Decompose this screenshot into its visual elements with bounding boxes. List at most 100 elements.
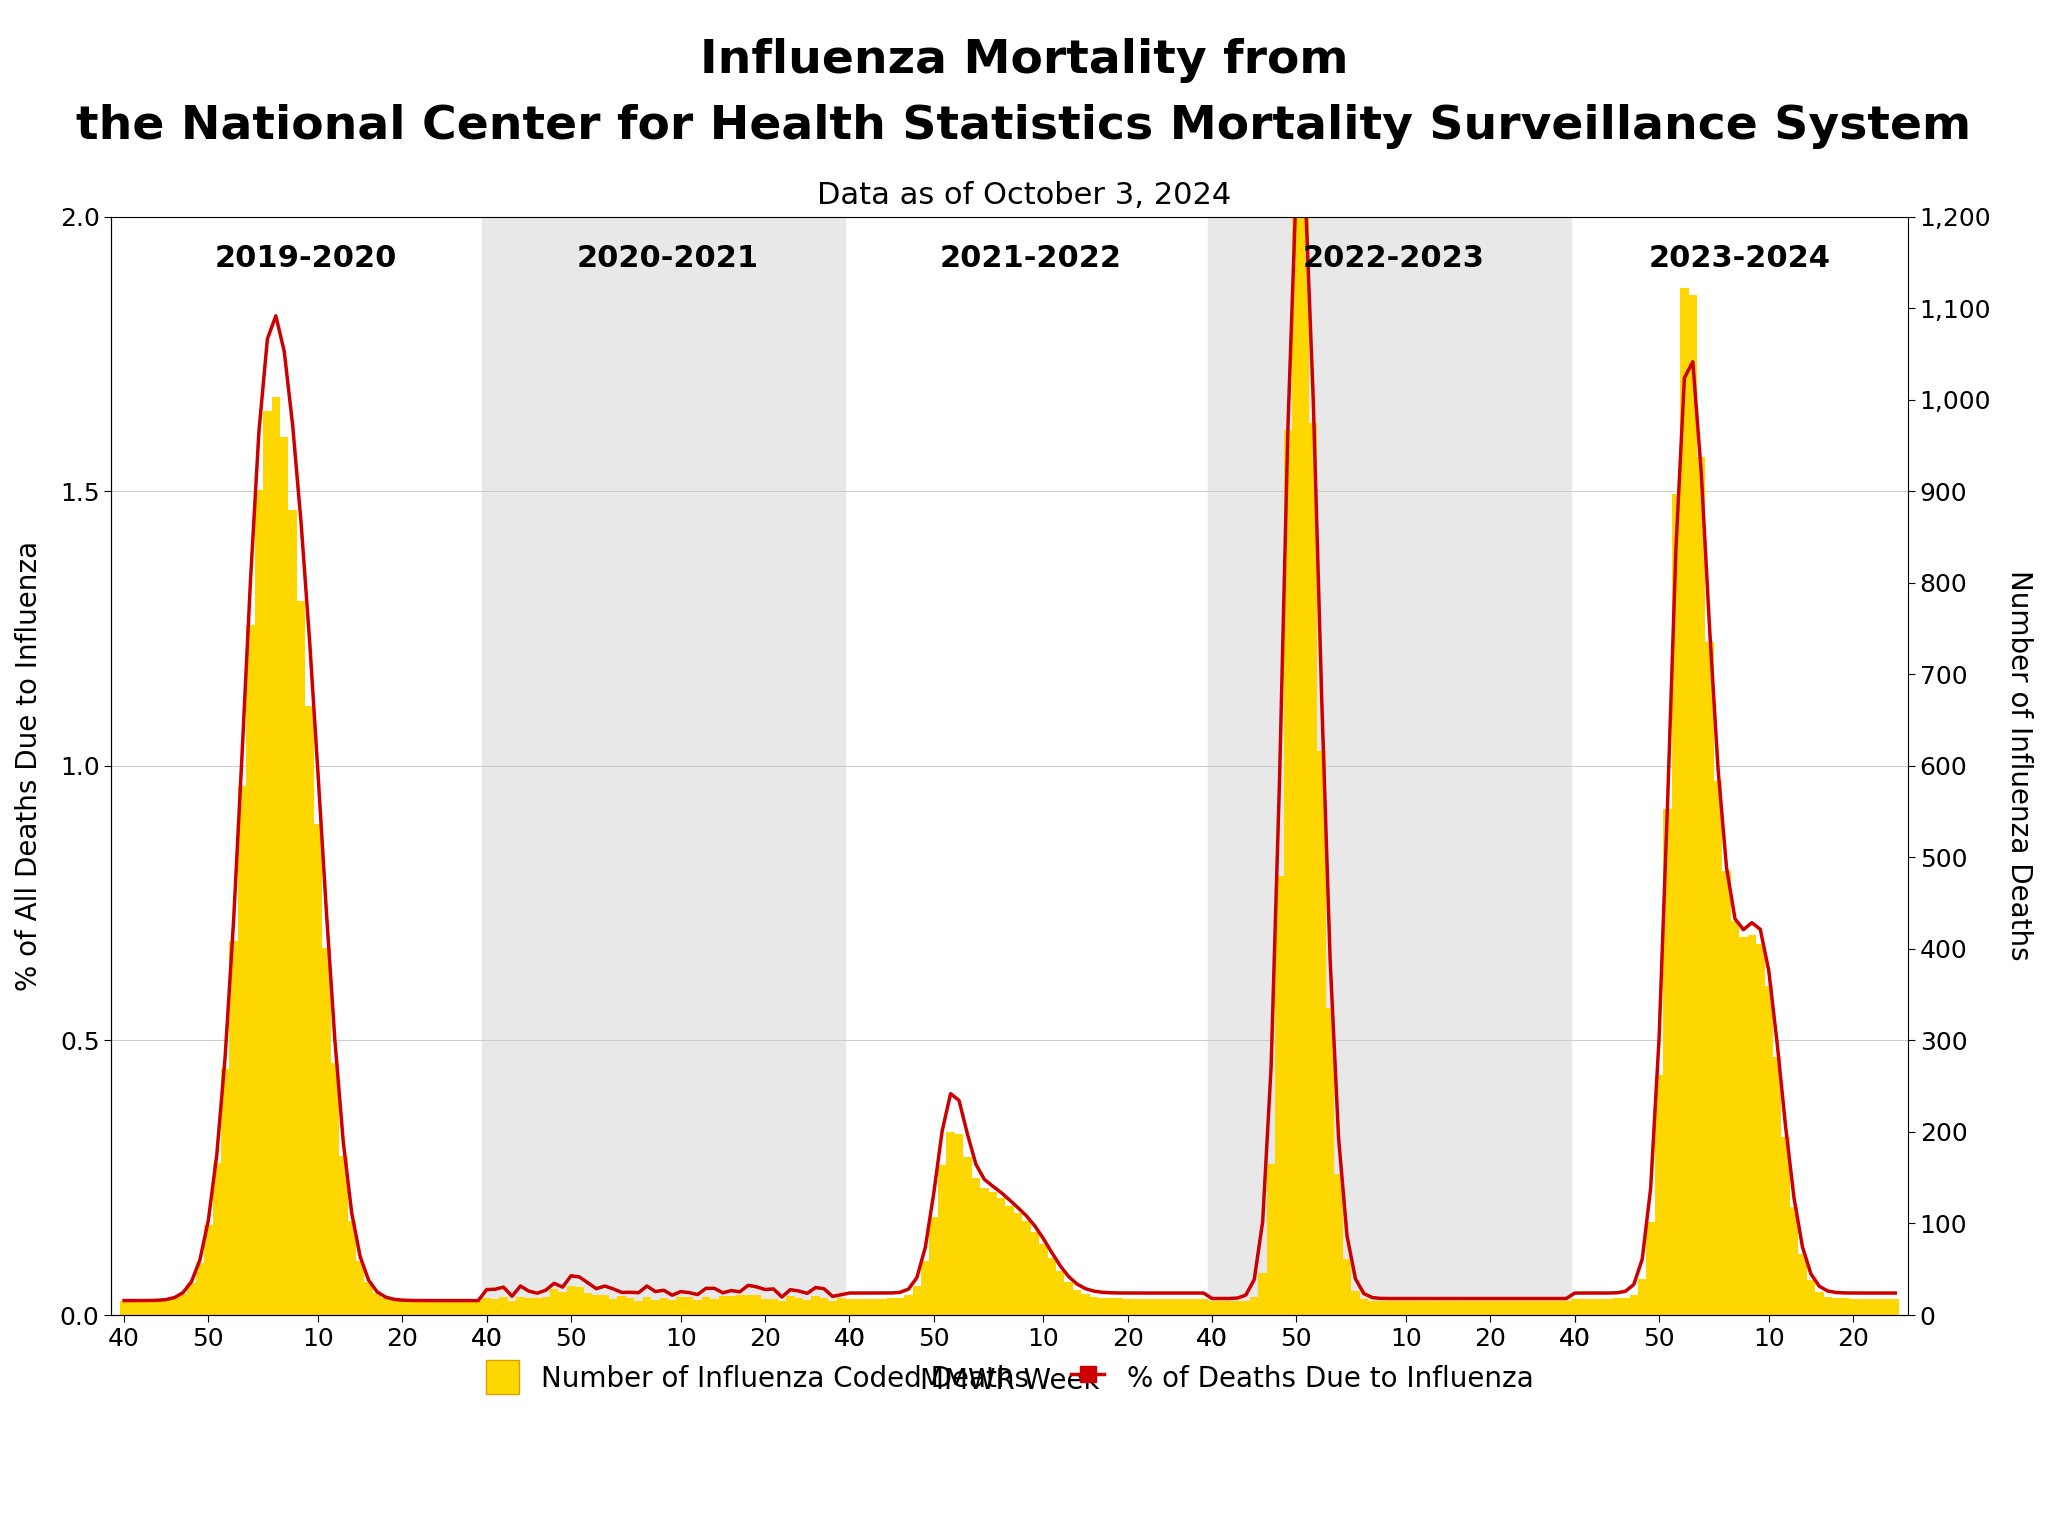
Bar [1098,1298,1106,1315]
Bar [1411,1301,1419,1315]
Bar [1233,1301,1241,1315]
Bar [862,1298,870,1315]
Bar [1376,1301,1384,1315]
Bar [1165,1298,1174,1315]
Bar [1268,1164,1276,1315]
Bar [616,1296,627,1315]
Bar [365,1283,373,1315]
Text: Data as of October 3, 2024: Data as of October 3, 2024 [817,181,1231,210]
Bar [1571,1298,1579,1315]
Bar [1554,1301,1563,1315]
Bar [1739,937,1747,1315]
Bar [870,1298,879,1315]
Bar [1731,922,1739,1315]
Bar [1806,1279,1815,1315]
Bar [1444,1301,1452,1315]
Bar [659,1298,668,1315]
Bar [1436,1301,1444,1315]
Bar [627,1298,635,1315]
Text: 2022-2023: 2022-2023 [1303,244,1485,273]
Bar [1124,1298,1133,1315]
Bar [1587,1298,1595,1315]
Bar [1141,1298,1149,1315]
Bar [416,1301,424,1315]
Bar [1174,1298,1182,1315]
Bar [778,1301,786,1315]
Bar [879,1298,887,1315]
Bar [838,1298,846,1315]
Bar [186,1283,197,1315]
Bar [1487,1301,1495,1315]
Bar [313,825,322,1315]
Bar [1604,1298,1612,1315]
Bar [1612,1298,1622,1315]
Bar [246,625,254,1315]
Bar [1401,1301,1411,1315]
Bar [1149,1298,1157,1315]
Bar [1882,1298,1890,1315]
Bar [221,1069,229,1315]
Bar [1890,1298,1898,1315]
Bar [846,1298,854,1315]
Bar [1503,1301,1511,1315]
Bar [770,1299,778,1315]
X-axis label: MMWR Week: MMWR Week [920,1367,1100,1396]
Bar [1200,1298,1208,1315]
Bar [1468,1301,1479,1315]
Bar [1798,1253,1806,1315]
Bar [1755,945,1765,1315]
Bar [752,1295,760,1315]
Bar [1663,809,1671,1315]
Bar [1049,1258,1057,1315]
Bar [1022,1221,1030,1315]
Bar [1157,1298,1165,1315]
Bar [1595,1298,1604,1315]
Bar [500,1296,508,1315]
Bar [981,1187,989,1315]
Bar [719,1296,727,1315]
Bar [1133,1298,1141,1315]
Bar [1292,101,1300,1315]
Bar [1384,1301,1393,1315]
Bar [297,601,305,1315]
Bar [694,1299,702,1315]
Bar [743,1295,752,1315]
Bar [1841,1298,1849,1315]
Bar [397,1301,408,1315]
Bar [1579,1298,1587,1315]
Bar [1006,1206,1014,1315]
Bar [1774,1057,1782,1315]
Bar [1698,456,1706,1315]
Bar [1823,1296,1833,1315]
Bar [330,1063,340,1315]
Bar [1815,1292,1823,1315]
Bar [1081,1295,1090,1315]
Y-axis label: Number of Influenza Deaths: Number of Influenza Deaths [2005,570,2034,962]
Bar [229,942,238,1315]
Text: 2020-2021: 2020-2021 [578,244,760,273]
Bar [643,1296,651,1315]
Bar [895,1298,905,1315]
Bar [137,1301,145,1315]
Bar [1257,1273,1268,1315]
Bar [559,1292,567,1315]
Bar [1747,935,1755,1315]
Text: the National Center for Health Statistics Mortality Surveillance System: the National Center for Health Statistic… [76,104,1972,149]
Bar [1038,1244,1049,1315]
Y-axis label: % of All Deaths Due to Influenza: % of All Deaths Due to Influenza [14,541,43,991]
Bar [1536,1301,1546,1315]
Bar [1276,876,1284,1315]
Bar [913,1286,922,1315]
Bar [819,1298,827,1315]
Bar [584,1292,592,1315]
Bar [340,1157,348,1315]
Bar [1520,1301,1528,1315]
Bar [264,410,272,1315]
Bar [608,1298,616,1315]
Bar [305,707,313,1315]
Bar [1679,287,1690,1315]
Text: 2021-2022: 2021-2022 [940,244,1122,273]
Bar [702,1296,711,1315]
Bar [735,1295,743,1315]
Bar [786,1296,795,1315]
